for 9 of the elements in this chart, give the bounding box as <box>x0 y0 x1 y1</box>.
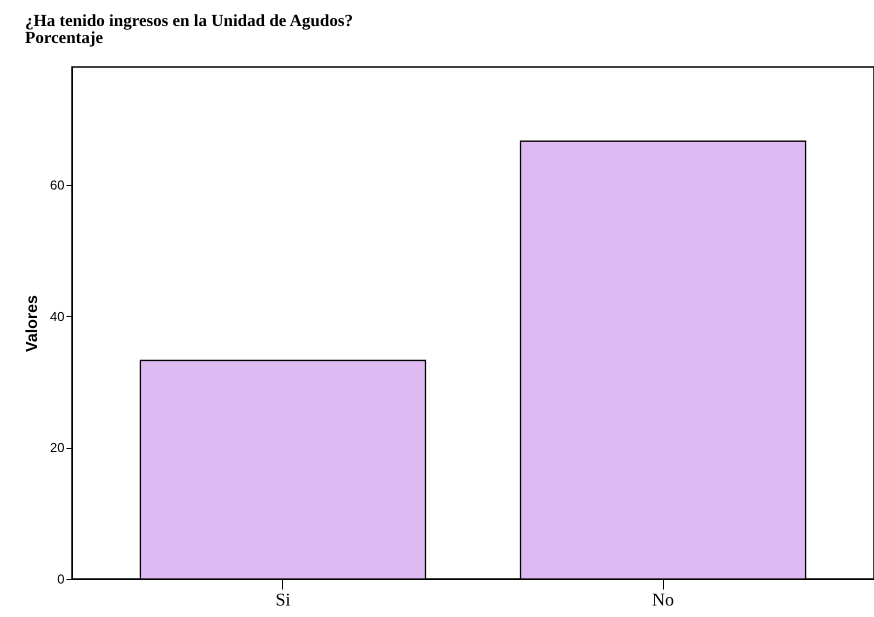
y-tick-label: 40 <box>50 308 64 324</box>
x-tick-label: Si <box>275 590 290 610</box>
y-tick-label: 0 <box>57 572 64 586</box>
chart-subtitle: Porcentaje <box>25 28 104 47</box>
y-tick-label: 20 <box>50 440 64 456</box>
y-axis-title: Valores <box>24 294 42 352</box>
x-tick-label: No <box>652 590 674 610</box>
y-tick-label: 60 <box>50 178 64 193</box>
chart-title: ¿Ha tenido ingresos en la Unidad de Agudos? <box>25 11 353 30</box>
